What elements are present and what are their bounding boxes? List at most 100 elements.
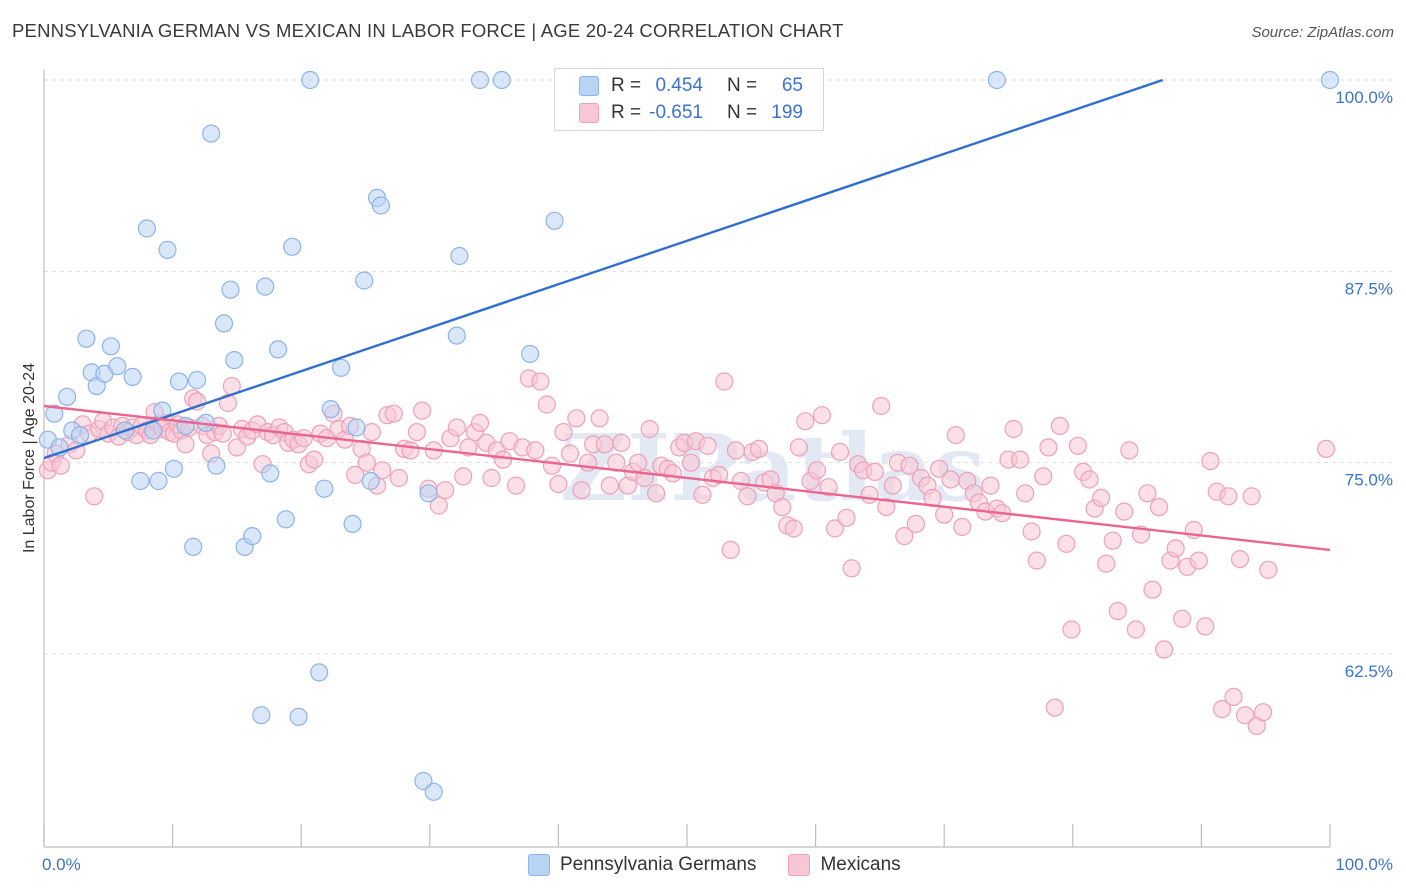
mexicans-point: [560, 444, 580, 463]
legend-swatch-pink: [788, 854, 811, 876]
x-tick-label-min: 0.0%: [42, 855, 81, 874]
pennsylvania-germans-point: [447, 326, 466, 345]
pennsylvania-germans-point: [70, 426, 90, 445]
mexicans-point: [429, 496, 448, 515]
mexicans-point: [447, 418, 466, 437]
mexicans-point: [865, 462, 884, 481]
mexicans-point: [842, 559, 861, 578]
mexicans-point: [796, 412, 815, 431]
mexicans-point: [531, 372, 550, 391]
r-label: R =: [611, 102, 642, 123]
mexicans-point: [628, 453, 648, 472]
mexicans-point: [693, 485, 712, 504]
mexicans-point: [819, 478, 838, 497]
mexicans-point: [459, 438, 478, 457]
mexicans-point: [663, 464, 683, 483]
pennsylvania-germans-point: [57, 387, 77, 406]
pennsylvania-germans-point: [987, 70, 1007, 90]
mexicans-point: [1189, 551, 1208, 570]
mexicans-point: [721, 540, 740, 560]
mexicans-point: [1097, 554, 1116, 573]
pennsylvania-germans-point: [361, 471, 380, 491]
correlation-legend: R = 0.454 N = 65 R = -0.651 N = 199: [554, 68, 824, 131]
mexicans-point: [389, 468, 408, 488]
pennsylvania-germans-point: [301, 70, 320, 90]
n-label: N =: [727, 102, 758, 123]
mexicans-point: [305, 450, 324, 469]
mexicans-point: [1108, 601, 1127, 621]
mexicans-point: [946, 426, 965, 445]
mexicans-trend-line: [43, 404, 1331, 552]
pennsylvania-germans-point: [492, 70, 511, 90]
mexicans-point: [646, 484, 666, 503]
pennsylvania-germans-point: [269, 340, 288, 359]
pennsylvania-germans-point: [289, 707, 308, 726]
mexicans-point: [953, 517, 972, 537]
mexicans-point: [51, 456, 70, 475]
mexicans-point: [1068, 436, 1088, 455]
y-tick-label: 75.0%: [1345, 471, 1393, 490]
mexicans-point: [384, 404, 403, 423]
mexicans-point: [1103, 531, 1122, 550]
pennsylvania-germans-point: [225, 351, 244, 370]
mexicans-point: [807, 461, 827, 480]
mexicans-point: [526, 441, 545, 460]
pennsylvania-germans-point: [176, 416, 195, 435]
mexicans-point: [1149, 498, 1169, 517]
mexicans-point: [1235, 706, 1255, 725]
mexicans-point: [812, 406, 832, 425]
pennsylvania-germans-point: [123, 367, 142, 386]
mexicans-point: [612, 433, 631, 452]
mexicans-point: [373, 461, 392, 480]
mexicans-point: [640, 419, 659, 439]
mexicans-point: [567, 409, 586, 428]
pennsylvania-germans-point: [520, 344, 540, 364]
pennsylvania-germans-point: [101, 337, 121, 356]
mexicans-point: [1253, 703, 1273, 722]
mexicans-point: [830, 442, 850, 462]
pennsylvania-germans-point: [164, 459, 183, 478]
pennsylvania-germans-point: [187, 370, 207, 390]
n-value: 65: [781, 75, 803, 96]
pennsylvania-germans-point: [207, 456, 226, 475]
pennsylvania-germans-point: [169, 372, 189, 391]
mexicans-point: [1126, 620, 1145, 639]
y-axis-title: In Labor Force | Age 20-24: [21, 363, 38, 553]
pennsylvania-germans-point: [261, 464, 280, 483]
legend-item-pennsylvania-germans: Pennsylvania Germans: [528, 854, 756, 876]
legend-row-pennsylvania-germans: R = 0.454 N = 65: [579, 72, 803, 100]
r-label: R =: [611, 75, 642, 96]
mexicans-point: [407, 423, 426, 442]
legend-item-mexicans: Mexicans: [788, 854, 901, 876]
mexicans-point: [549, 475, 568, 494]
legend-swatch-blue: [528, 854, 550, 876]
mexicans-point: [1115, 502, 1134, 521]
mexicans-point: [1050, 416, 1070, 435]
y-tick-label: 62.5%: [1345, 662, 1393, 681]
axis-layer: [43, 70, 1331, 848]
mexicans-point: [537, 395, 556, 414]
n-label: N =: [727, 75, 758, 96]
mexicans-point: [709, 465, 729, 484]
mexicans-point: [401, 441, 420, 460]
mexicans-point: [85, 487, 104, 506]
mexicans-point: [494, 450, 513, 469]
mexicans-point: [749, 439, 769, 458]
pennsylvania-germans-point: [77, 329, 96, 348]
mexicans-point: [1062, 620, 1081, 639]
pennsylvania-germans-point: [545, 211, 564, 230]
y-tick-label: 100.0%: [1335, 88, 1393, 107]
mexicans-point: [1259, 560, 1278, 579]
mexicans-point: [454, 467, 473, 486]
mexicans-point: [1196, 617, 1215, 636]
series-legend: Pennsylvania Germans Mexicans: [528, 852, 933, 878]
pennsylvania-germans-point: [158, 240, 177, 259]
mexicans-point: [590, 409, 609, 428]
mexicans-point: [1016, 484, 1035, 503]
mexicans-point: [837, 508, 856, 527]
pennsylvania-germans-point: [347, 418, 366, 437]
pennsylvania-germans-point: [131, 471, 150, 491]
mexicans-point: [726, 441, 746, 460]
pennsylvania-germans-points: [38, 70, 1340, 801]
mexicans-point: [789, 438, 809, 457]
